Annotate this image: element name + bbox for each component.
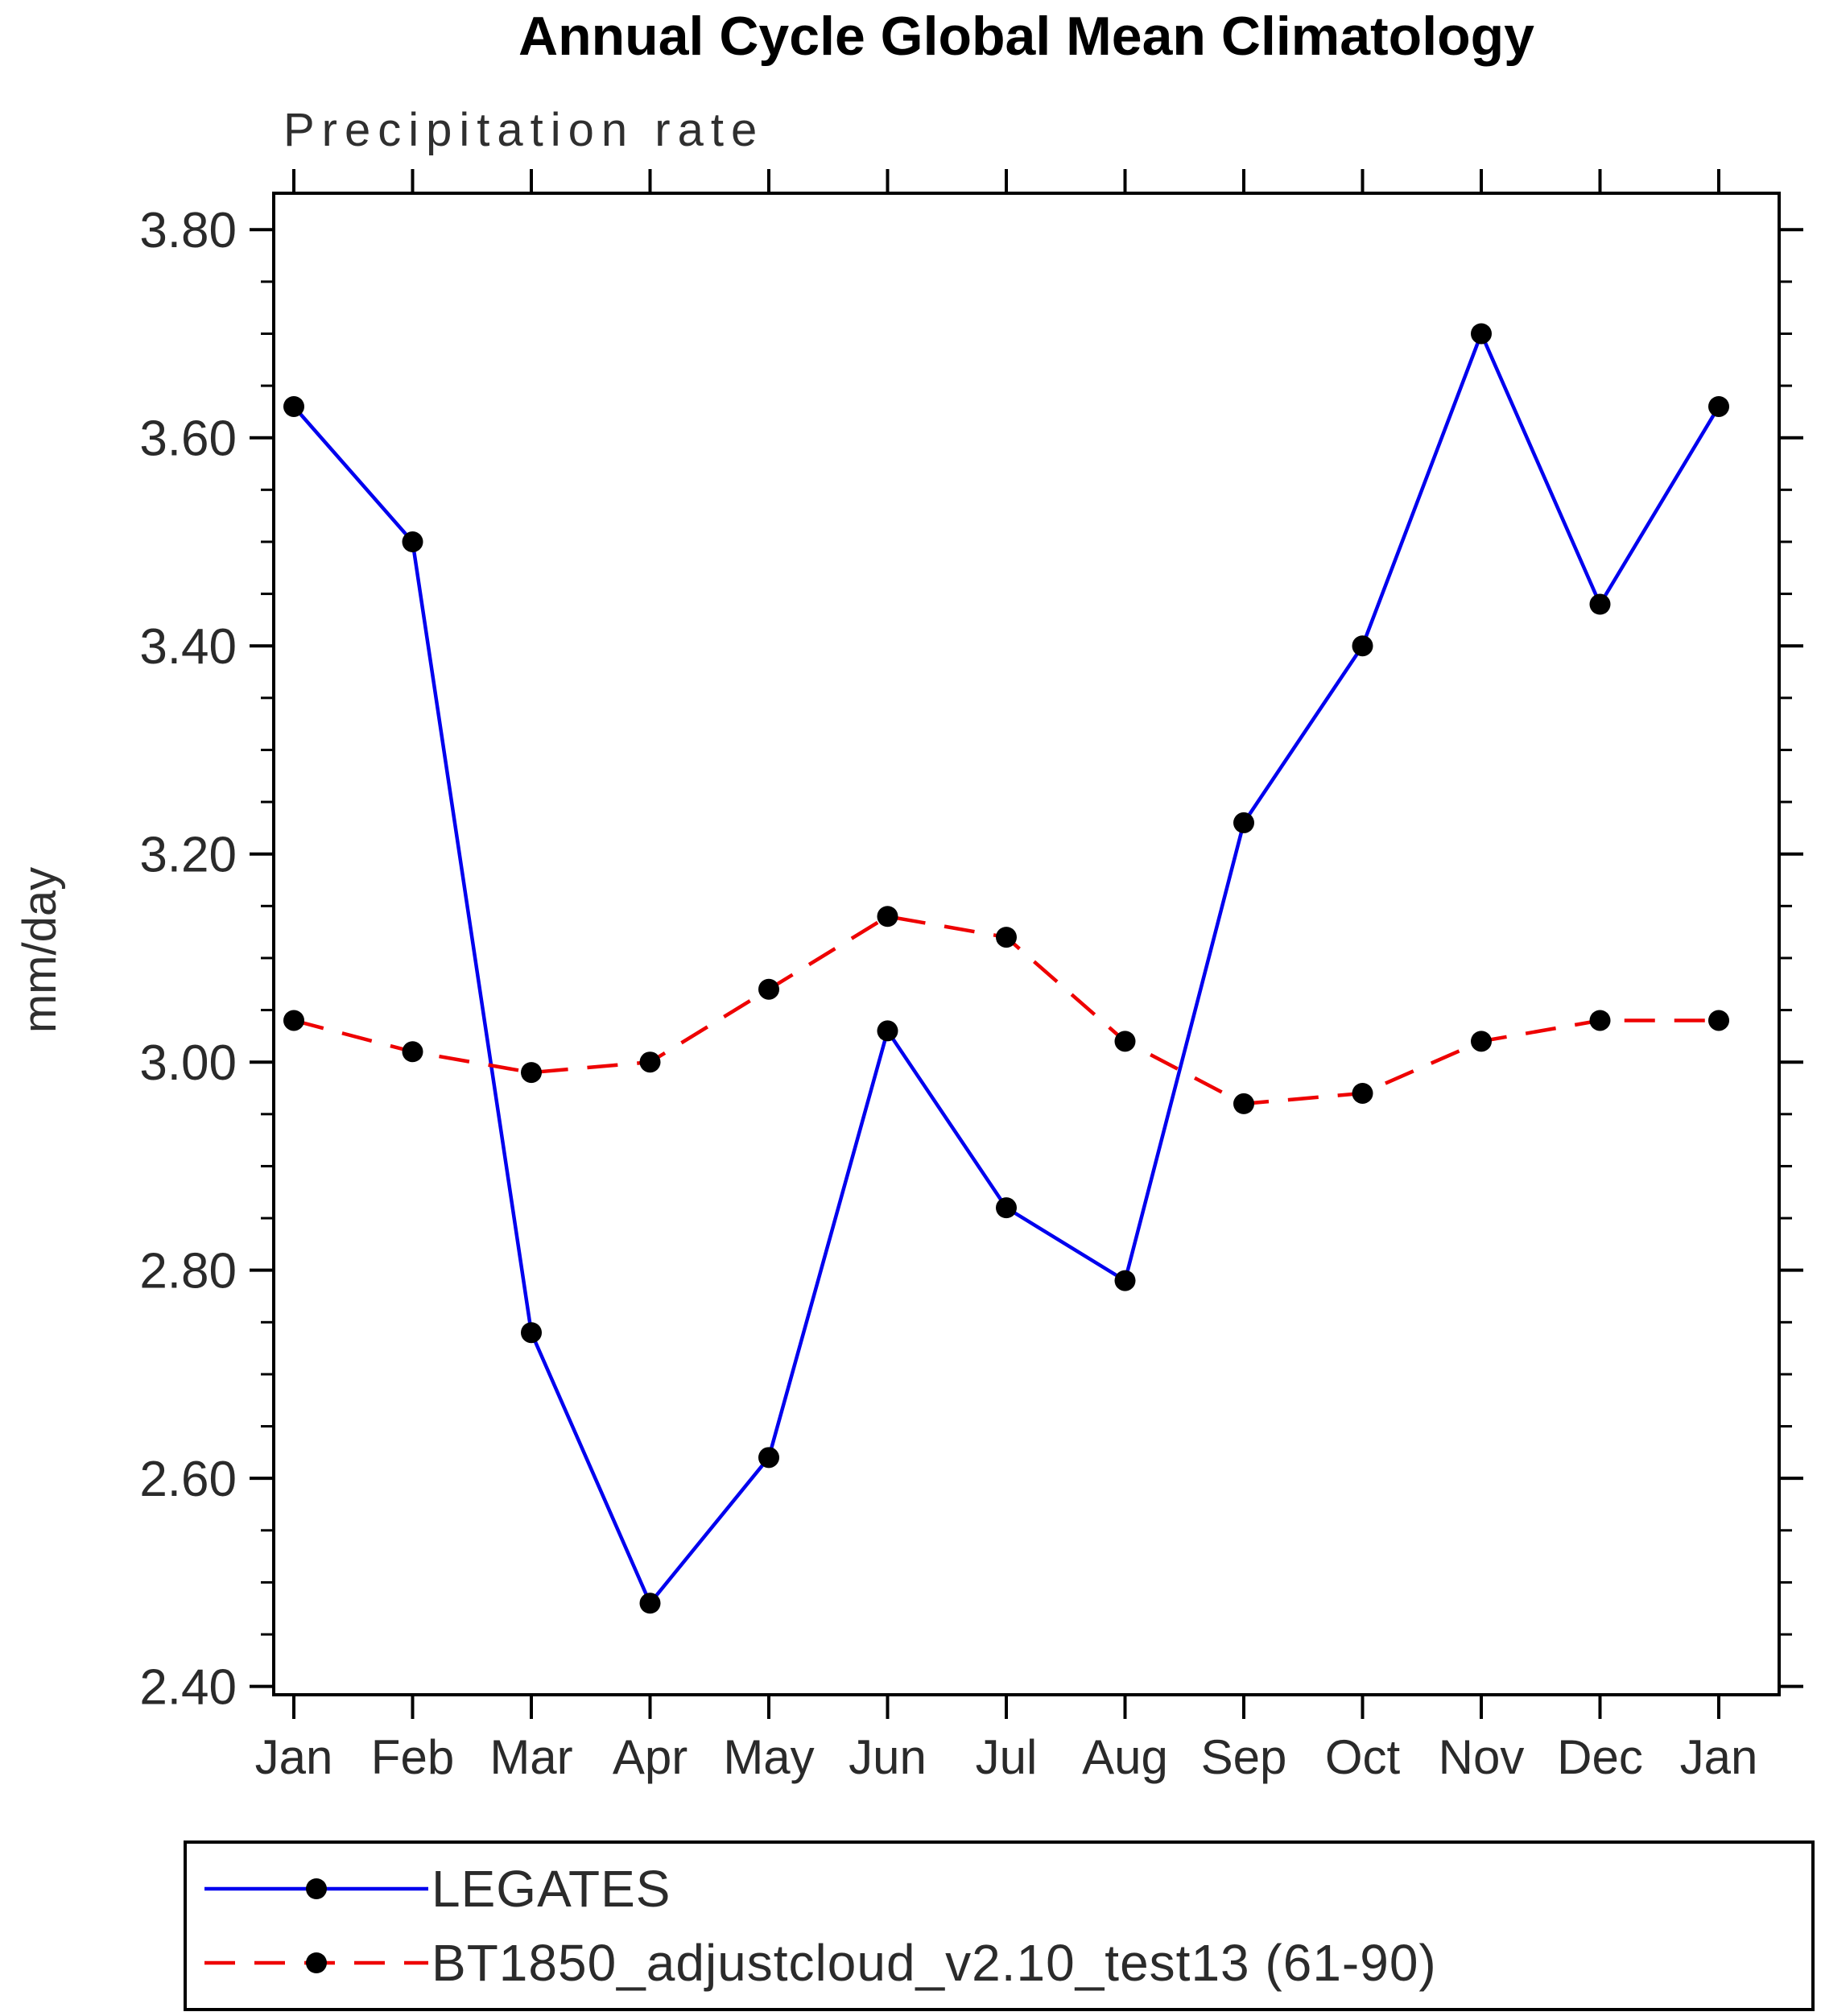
- svg-text:2.80: 2.80: [139, 1244, 237, 1299]
- svg-text:3.60: 3.60: [139, 411, 237, 467]
- svg-text:Nov: Nov: [1439, 1730, 1525, 1784]
- legend-label-legates: LEGATES: [432, 1859, 671, 1918]
- svg-text:2.60: 2.60: [139, 1452, 237, 1507]
- legend: LEGATES BT1850_adjustcloud_v2.10_test13 …: [184, 1840, 1815, 2011]
- svg-text:3.00: 3.00: [139, 1035, 237, 1091]
- svg-text:Apr: Apr: [613, 1730, 688, 1784]
- svg-text:May: May: [723, 1730, 814, 1784]
- svg-text:Mar: Mar: [489, 1730, 572, 1784]
- svg-text:Jan: Jan: [255, 1730, 333, 1784]
- svg-text:Jun: Jun: [849, 1730, 927, 1784]
- svg-text:3.20: 3.20: [139, 828, 237, 883]
- svg-text:Aug: Aug: [1082, 1730, 1168, 1784]
- legend-item-legates: LEGATES: [201, 1859, 1811, 1919]
- svg-text:3.80: 3.80: [139, 203, 237, 258]
- chart-subtitle: Precipitation rate: [283, 104, 765, 156]
- legend-line-sample-legates: [204, 1878, 428, 1899]
- svg-text:Feb: Feb: [371, 1730, 454, 1784]
- svg-text:Sep: Sep: [1201, 1730, 1287, 1784]
- svg-text:3.40: 3.40: [139, 619, 237, 675]
- svg-text:2.40: 2.40: [139, 1660, 237, 1716]
- legend-label-bt1850: BT1850_adjustcloud_v2.10_test13 (61-90): [432, 1934, 1437, 1993]
- svg-text:Jul: Jul: [976, 1730, 1038, 1784]
- legend-line-sample-bt1850: [204, 1952, 428, 1974]
- svg-text:Dec: Dec: [1557, 1730, 1643, 1784]
- chart-title: Annual Cycle Global Mean Climatology: [518, 6, 1534, 67]
- legend-item-bt1850: BT1850_adjustcloud_v2.10_test13 (61-90): [201, 1933, 1811, 1993]
- svg-text:Jan: Jan: [1680, 1730, 1758, 1784]
- svg-text:Oct: Oct: [1325, 1730, 1401, 1784]
